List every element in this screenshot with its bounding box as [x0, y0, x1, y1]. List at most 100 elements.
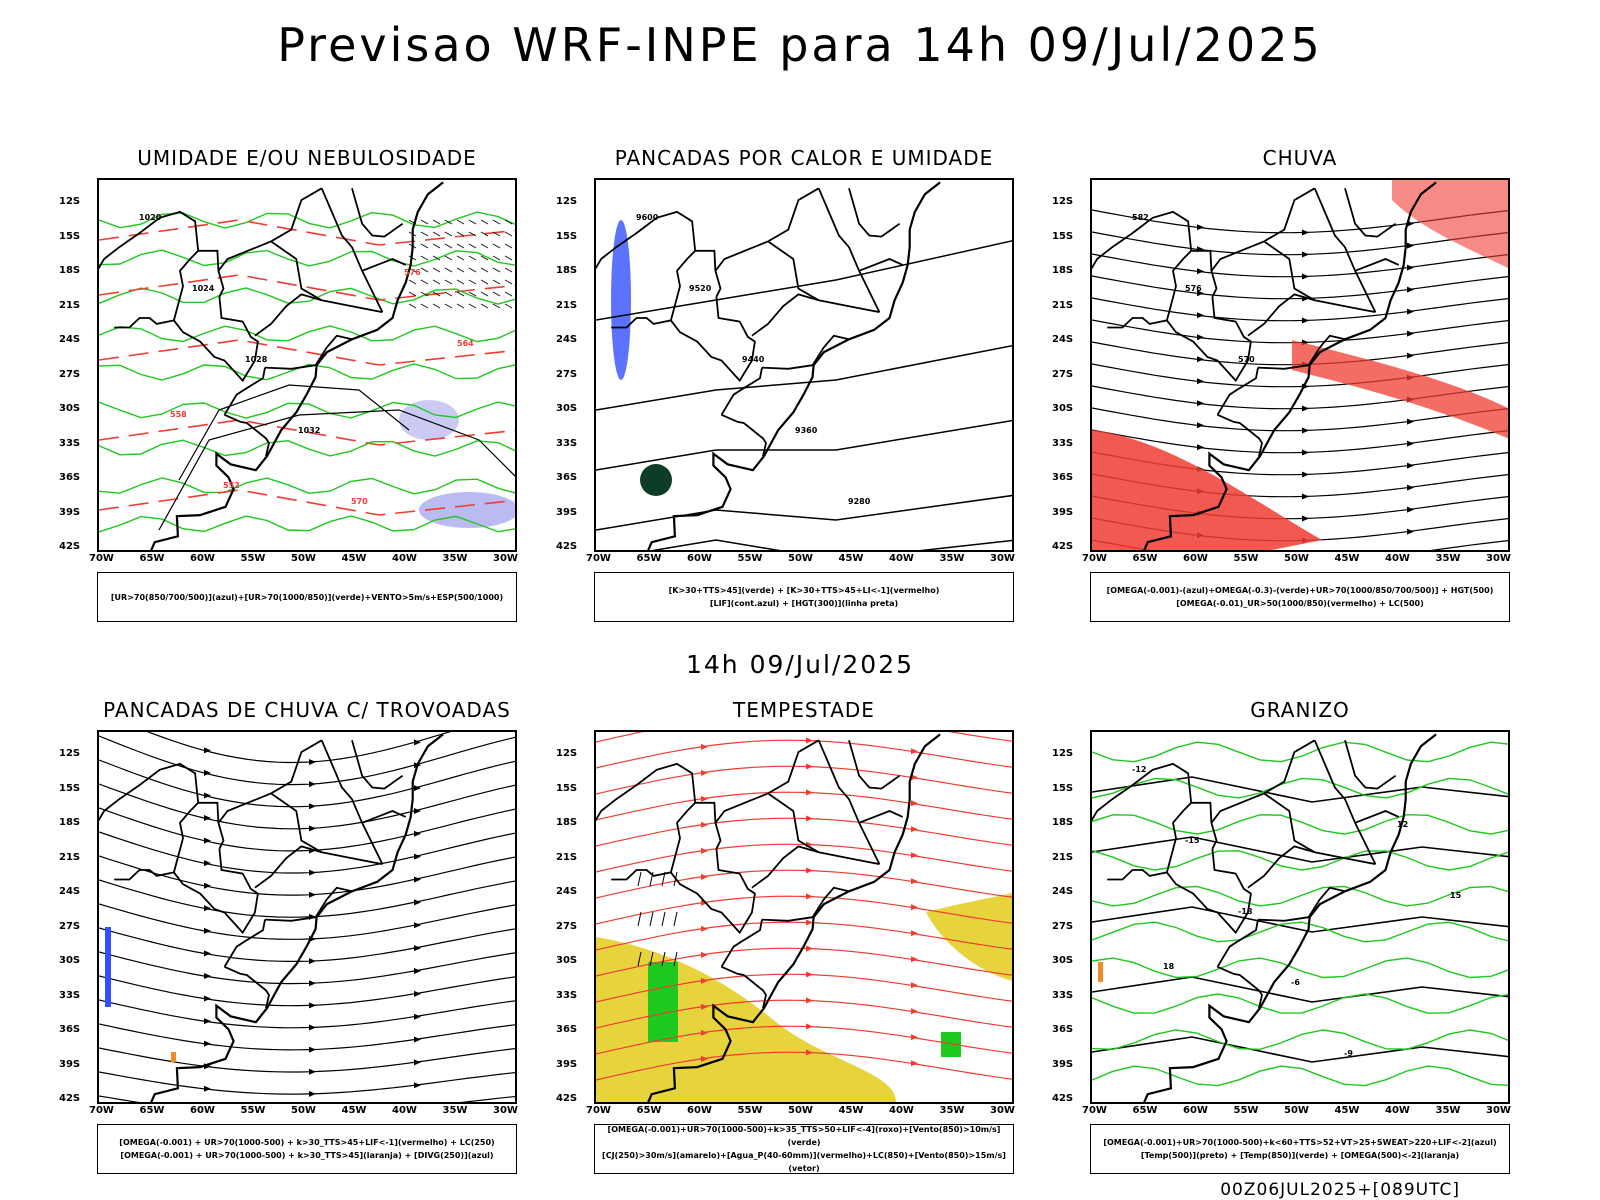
political-border [314, 334, 353, 366]
political-border [1313, 187, 1377, 313]
contour-label: 582 [1132, 213, 1149, 222]
coastline [150, 181, 444, 550]
valid-time-title: 14h 09/Jul/2025 [685, 650, 915, 679]
streamline [99, 975, 515, 1007]
latitude-tick-label: 15S [1052, 782, 1074, 794]
wind-vector [468, 279, 477, 285]
streamline-arrow [911, 826, 918, 833]
streamline-arrow [1407, 418, 1414, 425]
streamline [99, 1095, 515, 1102]
streamline-arrow [204, 972, 211, 979]
streamline-arrow [204, 950, 211, 957]
streamline-arrow [204, 927, 211, 934]
legend-box: [OMEGA(-0.001)-(azul)+OMEGA(-0.3)-(verde… [1090, 572, 1510, 622]
streamline-arrow [309, 891, 316, 898]
latitude-tick-label: 15S [59, 230, 81, 242]
streamline-arrow [1302, 273, 1309, 280]
height-contour [651, 539, 1012, 550]
wind-vector [480, 255, 489, 261]
wind-vector [661, 951, 666, 967]
longitude-tick-label: 30W [1486, 553, 1511, 564]
map-canvas: 9600 9520 9440 9360 9280 [596, 181, 1012, 550]
latitude-tick-label: 18S [1052, 265, 1074, 276]
longitude-tick-label: 55W [737, 1105, 763, 1116]
longitude-tick-label: 65W [139, 1105, 165, 1116]
political-border [1217, 413, 1263, 457]
wind-vector [456, 291, 465, 297]
wind-vector [420, 279, 429, 285]
latitude-tick-label: 21S [556, 299, 578, 311]
contour-label: 9520 [689, 284, 712, 293]
political-border [848, 740, 901, 790]
wind-vector [444, 231, 453, 237]
contour-label: 9280 [848, 497, 871, 506]
political-border [720, 367, 763, 416]
streamline-arrow [414, 739, 421, 746]
streamline-arrow [806, 945, 813, 952]
streamline-arrow [309, 1002, 316, 1009]
political-border [1166, 250, 1192, 321]
longitude-tick-label: 60W [687, 1105, 712, 1116]
political-border [1166, 802, 1192, 873]
streamline-arrow [1197, 444, 1204, 451]
political-border [611, 296, 756, 383]
wind-vector [420, 267, 429, 273]
divergence-area [105, 927, 111, 1007]
wind-vector [432, 219, 441, 225]
longitude-tick-label: 45W [341, 1105, 367, 1116]
longitude-tick-label: 55W [240, 1105, 266, 1116]
longitude-tick-label: 55W [1233, 1105, 1259, 1116]
temp500-contour [1092, 906, 1508, 933]
streamline-arrow [1197, 378, 1204, 385]
streamline-arrow [414, 967, 421, 974]
latitude-tick-label: 30S [556, 403, 578, 414]
map-canvas [99, 732, 515, 1102]
wind-vector [420, 291, 429, 297]
latitude-tick-label: 36S [59, 472, 81, 483]
streamline-arrow [1407, 264, 1414, 271]
wind-vector [444, 291, 453, 297]
political-border [1307, 886, 1346, 918]
streamline-arrow [701, 873, 708, 880]
streamline-arrow [1302, 427, 1309, 434]
legend-line: [OMEGA(-0.001) + UR>70(1000-500) + k>30_… [120, 1151, 494, 1160]
temp850-contour [1092, 1029, 1508, 1051]
wind-vector [432, 255, 441, 261]
longitude-tick-label: 55W [1233, 553, 1259, 564]
streamline-arrow [701, 925, 708, 932]
wind-vector [673, 911, 678, 927]
latitude-tick-label: 24S [1052, 886, 1074, 897]
panel-title: UMIDADE E/OU NEBULOSIDADE [137, 146, 477, 170]
longitude-tick-label: 60W [687, 553, 712, 564]
wind-vector [504, 279, 513, 285]
humidity-contour [99, 439, 515, 457]
streamline-arrow [204, 860, 211, 867]
streamline-arrow [1302, 515, 1309, 522]
political-border [320, 187, 384, 313]
contour-label: -9 [1344, 1049, 1353, 1058]
longitude-tick-label: 65W [139, 553, 165, 564]
streamline-arrow [204, 769, 211, 776]
streamline-arrow [414, 807, 421, 814]
streamline-arrow [911, 878, 918, 885]
political-border [223, 367, 266, 416]
wind-vector [504, 231, 513, 237]
streamline-arrow [309, 803, 316, 810]
latitude-tick-label: 36S [59, 1024, 81, 1035]
latitude-tick-label: 30S [59, 403, 81, 414]
streamline-arrow [701, 1003, 708, 1010]
latitude-tick-label: 24S [556, 334, 578, 345]
humidity-contour [99, 515, 515, 533]
streamline-arrow [911, 930, 918, 937]
political-border [1092, 762, 1218, 850]
latitude-tick-label: 39S [59, 1058, 81, 1070]
political-border [270, 792, 323, 854]
political-border [1107, 848, 1252, 935]
longitude-tick-label: 30W [493, 553, 518, 564]
thickness-contour [99, 274, 515, 301]
contour-label: 15 [1450, 891, 1462, 900]
rain-area [1392, 180, 1508, 269]
latitude-tick-label: 18S [59, 817, 81, 828]
streamline-arrow [911, 748, 918, 755]
streamline-arrow [1407, 506, 1414, 513]
